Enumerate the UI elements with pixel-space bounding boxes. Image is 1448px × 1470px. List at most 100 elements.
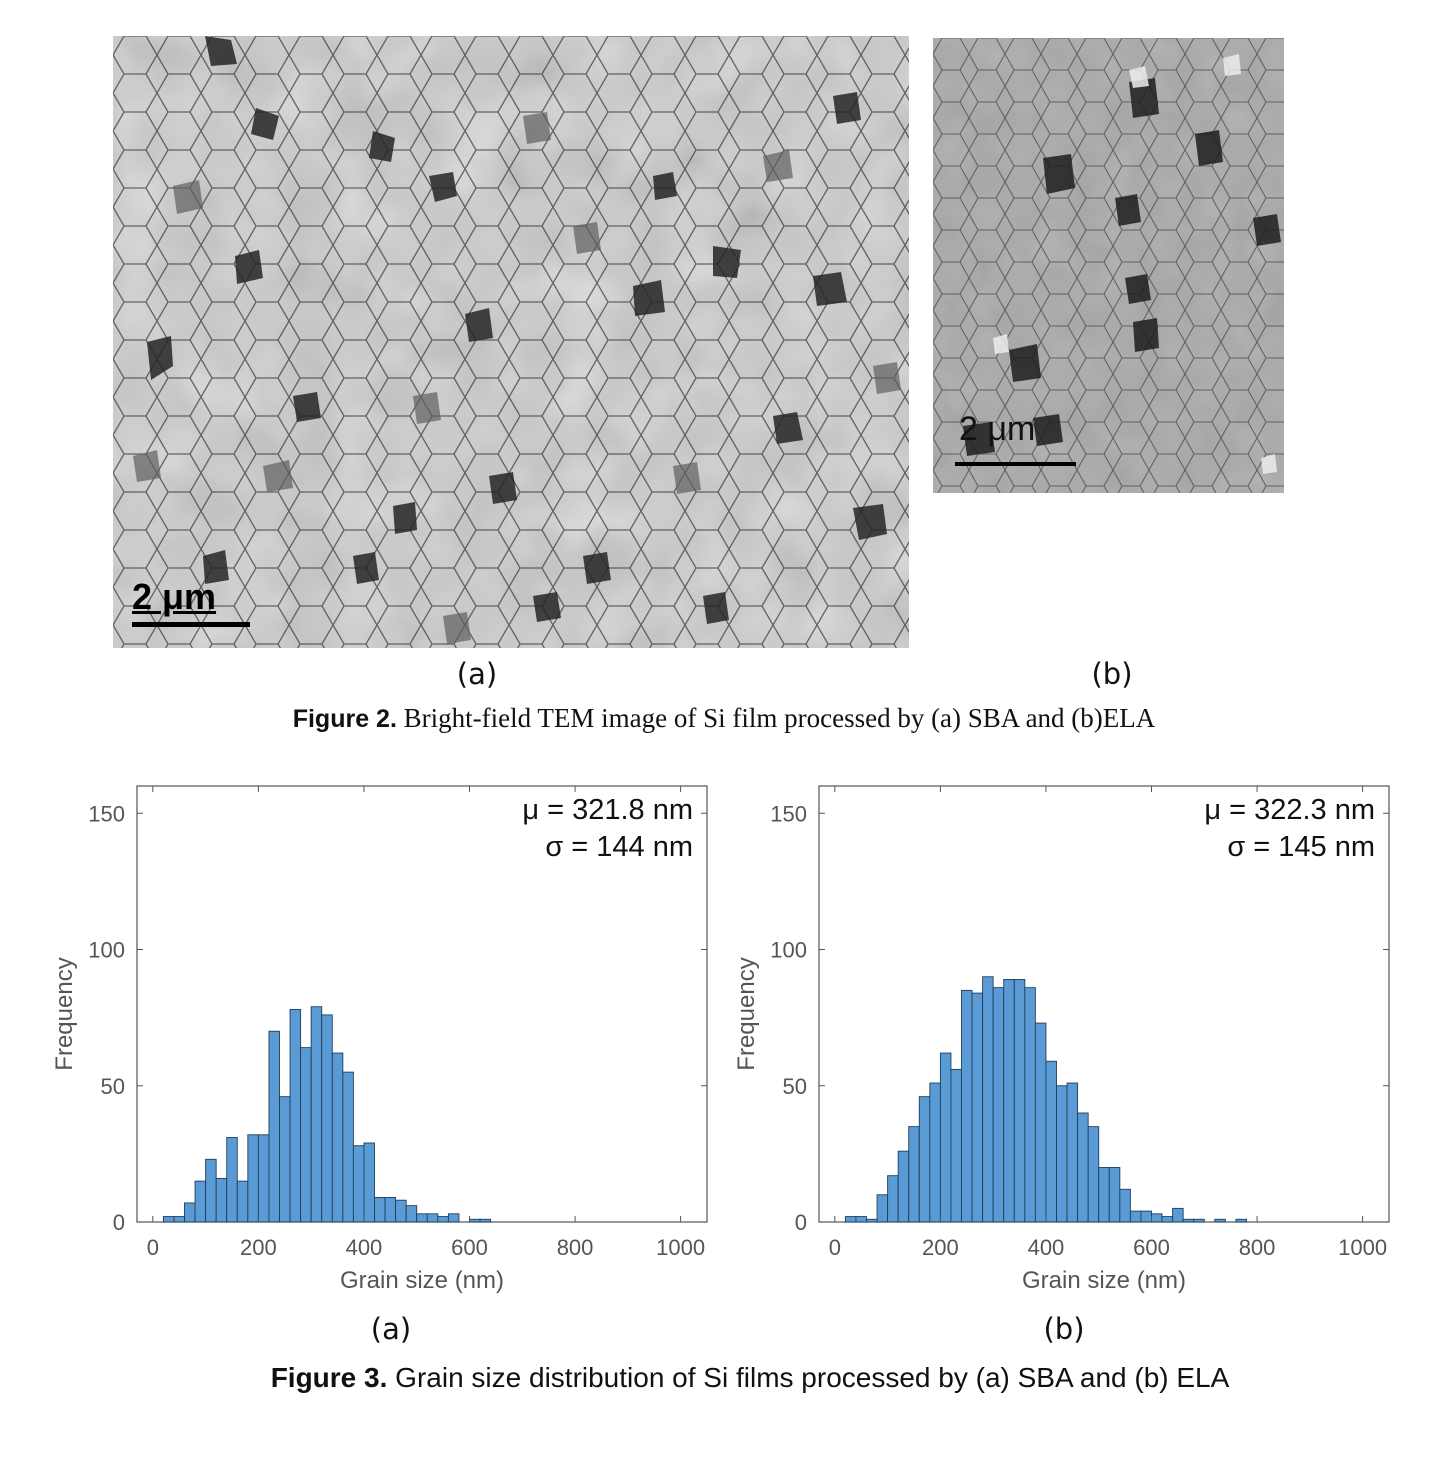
bars [162, 1006, 492, 1223]
y-tick-label: 100 [770, 938, 807, 963]
histogram-bar [374, 1197, 386, 1223]
y-axis-label: Frequency [51, 957, 78, 1070]
histogram-b: 0 200 400 600 800 1000 0 50 100 150 Grain size (nm… [722, 770, 1402, 1310]
histogram-bar [1013, 979, 1026, 1223]
x-axis-label: Grain size (nm) [1022, 1267, 1186, 1294]
histogram-bar [992, 987, 1005, 1223]
histogram-a-svg: 0 200 400 600 800 1000 0 50 100 150 Grain size (nm… [51, 785, 708, 1294]
histogram-bar [205, 1158, 217, 1223]
histogram-bar [844, 1216, 857, 1223]
x-tick-label: 400 [346, 1235, 383, 1260]
histogram-bar [1140, 1210, 1152, 1223]
histogram-bar [1161, 1216, 1174, 1223]
histogram-a: 0 200 400 600 800 1000 0 50 100 150 Grain size (nm… [40, 770, 720, 1310]
histogram-bar [866, 1218, 878, 1223]
histogram-bar [971, 992, 984, 1223]
y-tick-label: 0 [795, 1210, 807, 1235]
y-tick-label: 50 [101, 1074, 125, 1099]
histogram-bar [1151, 1213, 1163, 1223]
figure3-caption: Figure 3. Grain size distribution of Si … [26, 1362, 1448, 1394]
figure3-sublabel-a: (a) [370, 1312, 412, 1346]
histogram-bar [247, 1134, 259, 1223]
histogram-bar [215, 1177, 228, 1223]
x-tick-label: 800 [1239, 1235, 1276, 1260]
bars [844, 976, 1247, 1223]
figure2-sublabel-a: (a) [456, 657, 498, 691]
histogram-bar [1087, 1126, 1100, 1223]
histogram-bar [1024, 987, 1036, 1223]
histogram-bar [184, 1202, 196, 1223]
scale-bar-label-a: 2 μm [132, 576, 217, 617]
figure3-caption-label: Figure 3. [270, 1362, 388, 1393]
histogram-bar [479, 1218, 492, 1223]
std-annotation: σ = 145 nm [1227, 831, 1375, 863]
histogram-bar [1003, 979, 1015, 1223]
y-axis-label: Frequency [733, 957, 760, 1070]
histogram-bar [855, 1216, 867, 1223]
histogram-bar [1214, 1218, 1226, 1223]
histogram-bar [342, 1071, 354, 1223]
histogram-bar [279, 1096, 291, 1223]
tem-texture-a [113, 36, 909, 648]
histogram-bar [173, 1216, 185, 1223]
histogram-bar [395, 1199, 407, 1223]
histogram-bar [194, 1180, 207, 1223]
histogram-bar [1098, 1167, 1110, 1223]
figure2-caption-label: Figure 2. [292, 705, 397, 733]
x-tick-label: 400 [1028, 1235, 1065, 1260]
figure2-sublabel-b: (b) [1091, 657, 1133, 691]
histogram-bar [982, 976, 994, 1223]
histogram-bar [1182, 1218, 1195, 1223]
histogram-bar [416, 1213, 428, 1223]
mean-annotation: μ = 321.8 nm [522, 794, 693, 826]
x-tick-label: 600 [1133, 1235, 1170, 1260]
histogram-bar [437, 1216, 449, 1223]
y-tick-label: 100 [88, 938, 125, 963]
y-tick-label: 150 [770, 801, 807, 826]
figure3-sublabel-b: (b) [1043, 1312, 1085, 1346]
figure2-caption-text: Bright-field TEM image of Si film proces… [396, 703, 1156, 733]
histogram-bar [1034, 1022, 1047, 1223]
histogram-bar [447, 1213, 460, 1223]
scale-bar-label-b: 2 μm [959, 410, 1036, 448]
scale-bar-a [132, 622, 250, 627]
x-tick-label: 800 [557, 1235, 594, 1260]
histogram-bar [300, 1047, 312, 1223]
histogram-bar [363, 1142, 375, 1223]
histogram-bar [384, 1197, 397, 1223]
x-tick-label: 200 [240, 1235, 277, 1260]
y-tick-label: 150 [88, 801, 125, 826]
figure3-caption-text: Grain size distribution of Si films proc… [387, 1362, 1230, 1393]
tem-image-a: 2 μm [113, 36, 909, 648]
histogram-bar [1129, 1210, 1142, 1223]
histogram-bar [268, 1030, 280, 1223]
x-tick-label: 1000 [1338, 1235, 1387, 1260]
histogram-bar [876, 1194, 889, 1223]
histogram-bar [939, 1052, 952, 1223]
tem-image-b: 2 μm [933, 38, 1284, 493]
histogram-bar [236, 1180, 249, 1223]
histogram-bar [321, 1014, 333, 1223]
histogram-bar [469, 1218, 481, 1223]
x-axis-label: Grain size (nm) [340, 1267, 504, 1294]
x-tick-label: 0 [147, 1235, 159, 1260]
histogram-b-svg: 0 200 400 600 800 1000 0 50 100 150 Grain size (nm… [733, 785, 1390, 1294]
histogram-bar [1077, 1112, 1089, 1223]
x-tick-label: 0 [829, 1235, 841, 1260]
histogram-bar [897, 1150, 910, 1223]
histogram-bar [331, 1052, 344, 1223]
histogram-bar [426, 1213, 439, 1223]
figure2-caption: Figure 2. Bright-field TEM image of Si f… [0, 703, 1448, 734]
histogram-bar [918, 1096, 931, 1223]
histogram-bar [352, 1145, 365, 1223]
mean-annotation: μ = 322.3 nm [1204, 794, 1375, 826]
histogram-bar [1045, 1060, 1057, 1223]
y-tick-label: 0 [113, 1210, 125, 1235]
histogram-bar [1056, 1085, 1068, 1223]
histogram-bar [908, 1126, 920, 1223]
x-tick-label: 200 [922, 1235, 959, 1260]
y-tick-label: 50 [783, 1074, 807, 1099]
histogram-bar [1235, 1218, 1247, 1223]
scale-bar-b [955, 462, 1076, 466]
histogram-bar [1119, 1188, 1131, 1223]
